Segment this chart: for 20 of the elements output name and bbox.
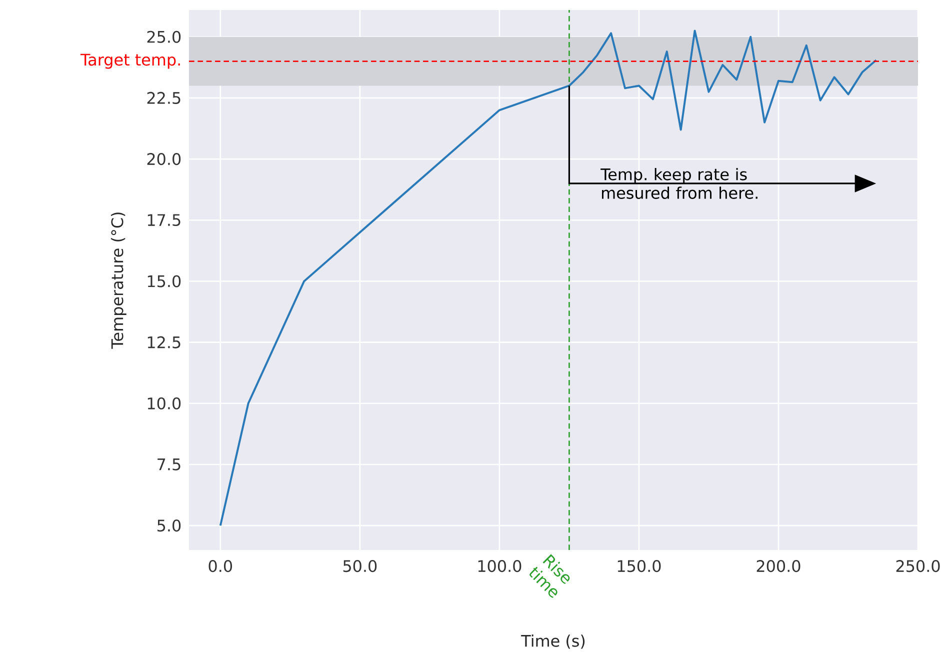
x-tick-label: 0.0 [208,560,232,572]
y-tick-label: 12.5 [148,336,180,348]
x-axis-title: Time (s) [521,634,585,649]
y-tick-label: 5.0 [158,520,181,532]
x-tick-label: 100.0 [478,560,522,572]
y-tick-label: 7.5 [158,458,180,470]
x-tick-label: 50.0 [343,560,377,572]
line-series [219,30,878,527]
y-tick-label: 10.0 [148,397,181,410]
y-tick-label: 17.5 [148,214,180,226]
annotation: Temp. keep rate is mesured from here. [600,168,758,199]
ref-line-label: Target temp. [80,54,180,69]
y-tick-label: 25.0 [147,30,181,43]
y-tick-label: 22.5 [147,92,180,104]
x-tick-label: 150.0 [618,560,661,572]
x-tick-label: 250.0 [896,560,940,572]
y-tick-label: 20.0 [147,153,181,166]
y-tick-label: 15.0 [148,275,181,288]
y-axis-title: Temperature (°C) [110,212,126,349]
x-tick-label: 200.0 [756,560,800,572]
